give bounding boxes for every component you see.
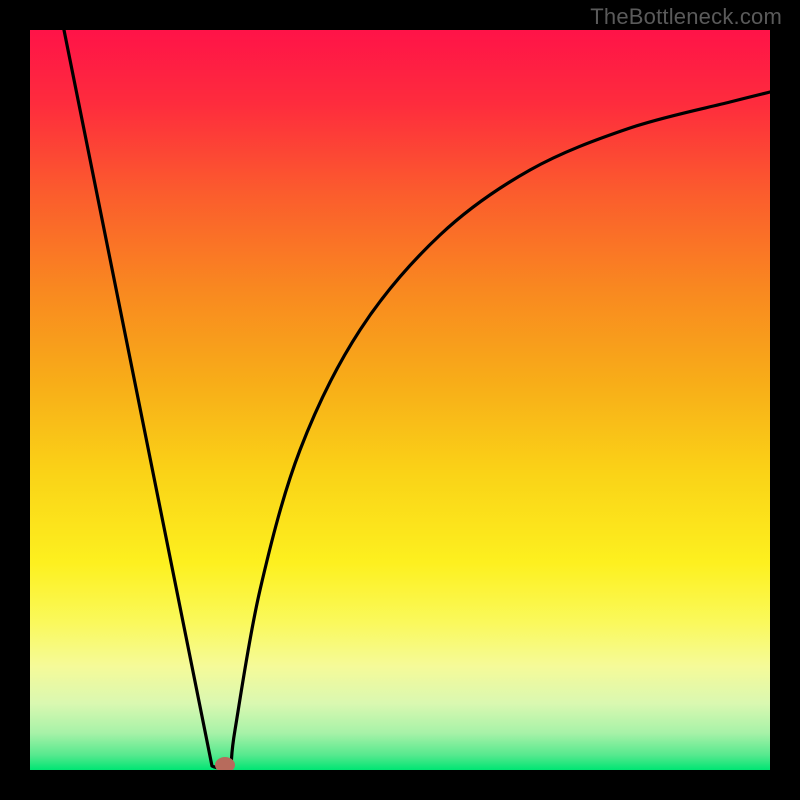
watermark-text: TheBottleneck.com (590, 4, 782, 30)
plot-area (30, 30, 770, 770)
chart-container: TheBottleneck.com (0, 0, 800, 800)
curve-layer (30, 30, 770, 770)
bottleneck-curve (64, 30, 770, 770)
